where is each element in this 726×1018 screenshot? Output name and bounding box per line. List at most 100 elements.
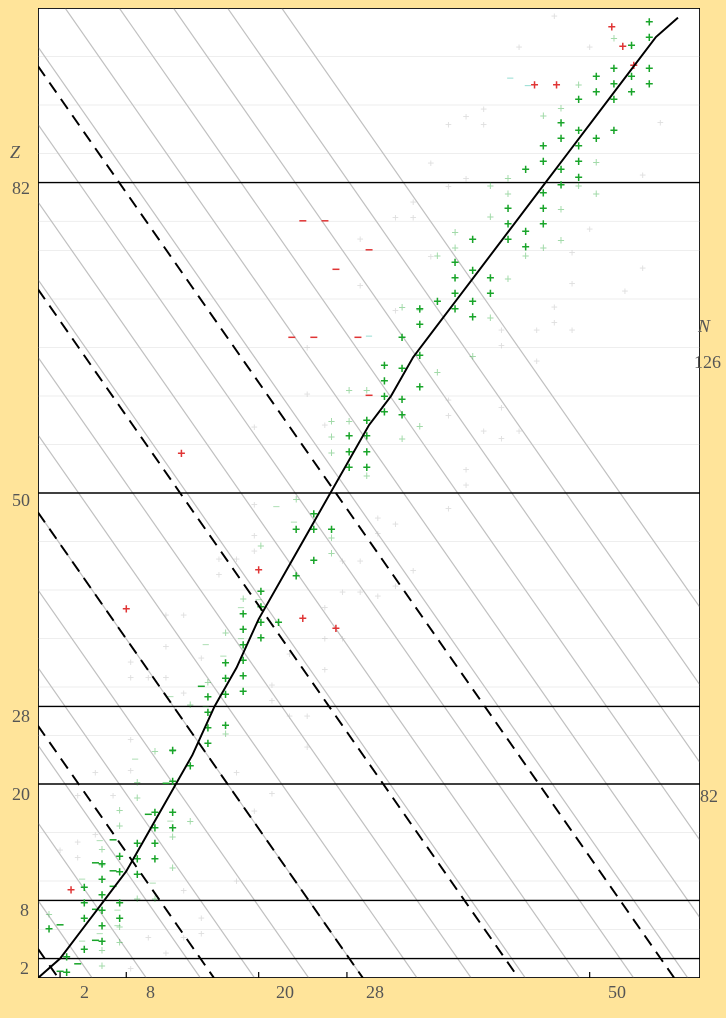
svg-text:+: + bbox=[151, 821, 159, 836]
svg-text:+: + bbox=[575, 93, 583, 108]
svg-text:+: + bbox=[416, 318, 424, 333]
svg-text:+: + bbox=[575, 78, 582, 92]
svg-text:+: + bbox=[122, 602, 130, 617]
svg-text:+: + bbox=[151, 837, 159, 852]
svg-text:+: + bbox=[540, 241, 547, 255]
xtick-28: 28 bbox=[366, 982, 384, 1003]
svg-text:+: + bbox=[134, 775, 141, 789]
svg-text:+: + bbox=[445, 180, 452, 193]
svg-text:+: + bbox=[328, 531, 335, 545]
svg-text:−: − bbox=[79, 934, 86, 948]
svg-text:+: + bbox=[251, 805, 258, 818]
svg-text:+: + bbox=[445, 118, 452, 131]
svg-text:+: + bbox=[657, 116, 664, 129]
svg-text:+: + bbox=[251, 421, 258, 434]
svg-text:+: + bbox=[498, 324, 505, 337]
svg-text:+: + bbox=[293, 492, 300, 506]
svg-text:+: + bbox=[198, 651, 205, 664]
svg-text:+: + bbox=[98, 873, 106, 888]
svg-text:+: + bbox=[608, 20, 616, 35]
svg-text:+: + bbox=[539, 217, 547, 232]
svg-text:+: + bbox=[239, 669, 247, 684]
svg-text:+: + bbox=[322, 419, 329, 432]
svg-text:+: + bbox=[345, 429, 353, 444]
svg-text:+: + bbox=[328, 546, 335, 560]
svg-text:+: + bbox=[375, 589, 382, 602]
svg-text:−: − bbox=[365, 329, 372, 343]
svg-text:+: + bbox=[233, 766, 240, 779]
svg-text:−: − bbox=[321, 214, 329, 229]
svg-text:+: + bbox=[310, 507, 318, 522]
svg-text:+: + bbox=[198, 927, 205, 940]
svg-text:+: + bbox=[451, 256, 459, 271]
svg-text:−: − bbox=[131, 752, 138, 766]
svg-text:+: + bbox=[133, 868, 141, 883]
xtick-2: 2 bbox=[80, 982, 89, 1003]
svg-text:+: + bbox=[416, 380, 424, 395]
svg-text:−: − bbox=[144, 808, 152, 823]
svg-text:+: + bbox=[216, 552, 223, 565]
svg-text:+: + bbox=[57, 843, 64, 856]
svg-text:+: + bbox=[504, 186, 511, 200]
plot-area: ++++++++++++++++++++++++++++++++++++++++… bbox=[38, 8, 700, 978]
svg-text:+: + bbox=[469, 232, 477, 247]
svg-text:+: + bbox=[504, 171, 511, 185]
svg-text:+: + bbox=[222, 727, 229, 741]
svg-text:−: − bbox=[74, 957, 82, 972]
svg-text:+: + bbox=[645, 77, 653, 92]
svg-text:+: + bbox=[487, 310, 494, 324]
svg-text:+: + bbox=[187, 697, 194, 711]
svg-text:+: + bbox=[116, 803, 123, 817]
svg-text:+: + bbox=[375, 527, 382, 540]
ytick-50: 50 bbox=[12, 490, 30, 511]
svg-text:+: + bbox=[98, 858, 105, 872]
svg-text:+: + bbox=[363, 445, 371, 460]
svg-text:+: + bbox=[233, 552, 240, 565]
svg-text:+: + bbox=[178, 447, 186, 462]
svg-text:+: + bbox=[592, 85, 600, 100]
svg-text:+: + bbox=[392, 518, 399, 531]
svg-text:+: + bbox=[45, 922, 53, 937]
svg-text:+: + bbox=[269, 679, 276, 692]
svg-text:+: + bbox=[381, 374, 389, 389]
svg-text:+: + bbox=[504, 201, 512, 216]
svg-text:+: + bbox=[92, 766, 99, 779]
svg-text:+: + bbox=[127, 671, 134, 684]
svg-text:+: + bbox=[639, 261, 646, 274]
svg-text:+: + bbox=[398, 300, 405, 314]
svg-text:+: + bbox=[198, 911, 205, 924]
svg-text:+: + bbox=[304, 388, 311, 401]
svg-text:+: + bbox=[557, 116, 565, 131]
svg-text:+: + bbox=[134, 891, 141, 905]
svg-text:+: + bbox=[486, 287, 494, 302]
svg-text:+: + bbox=[586, 40, 593, 53]
svg-text:−: − bbox=[91, 856, 99, 871]
svg-text:+: + bbox=[357, 279, 364, 292]
svg-text:+: + bbox=[551, 9, 558, 22]
svg-text:+: + bbox=[257, 538, 264, 552]
svg-text:+: + bbox=[381, 358, 389, 373]
svg-text:+: + bbox=[80, 896, 88, 911]
svg-text:+: + bbox=[222, 672, 230, 687]
svg-text:+: + bbox=[463, 110, 470, 123]
svg-text:+: + bbox=[363, 414, 371, 429]
svg-text:+: + bbox=[322, 601, 329, 614]
svg-text:+: + bbox=[516, 424, 523, 437]
chart-svg: ++++++++++++++++++++++++++++++++++++++++… bbox=[38, 8, 700, 978]
svg-text:+: + bbox=[251, 498, 258, 511]
svg-text:+: + bbox=[610, 62, 618, 77]
svg-text:+: + bbox=[116, 849, 124, 864]
bottom-axis-labels: 2 8 20 28 50 bbox=[0, 978, 726, 1018]
svg-text:+: + bbox=[539, 201, 547, 216]
rtick-126: 126 bbox=[694, 352, 721, 373]
svg-text:+: + bbox=[522, 225, 530, 240]
svg-text:+: + bbox=[645, 15, 653, 30]
svg-text:+: + bbox=[45, 907, 52, 921]
svg-text:−: − bbox=[109, 864, 117, 879]
svg-text:+: + bbox=[339, 632, 346, 645]
svg-text:+: + bbox=[498, 432, 505, 445]
svg-text:−: − bbox=[288, 330, 296, 345]
svg-text:+: + bbox=[434, 248, 441, 262]
svg-text:+: + bbox=[480, 424, 487, 437]
svg-text:+: + bbox=[427, 250, 434, 263]
